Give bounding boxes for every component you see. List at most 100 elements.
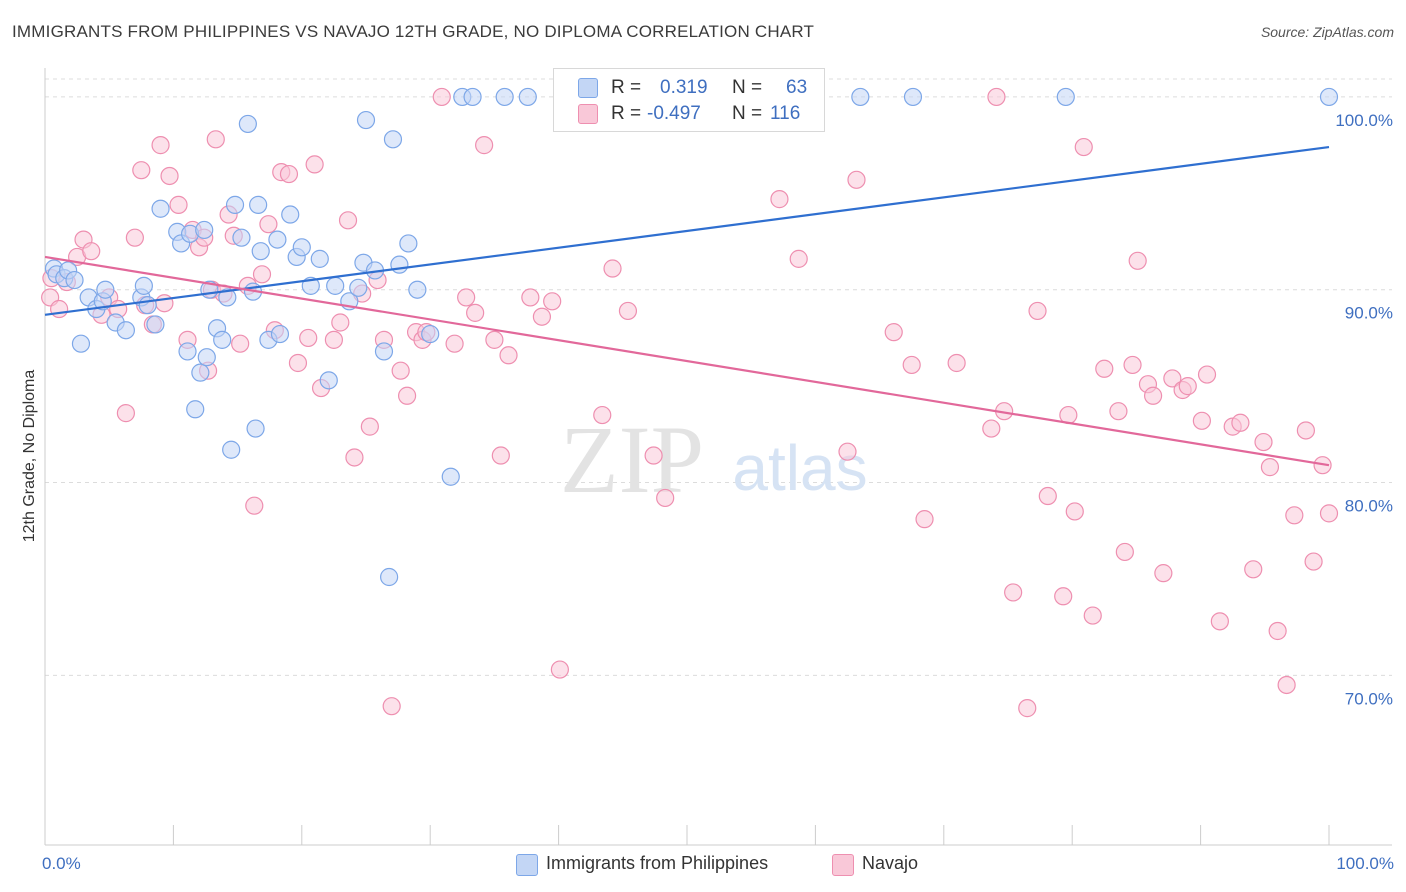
navajo-point xyxy=(345,448,364,467)
philippines-point xyxy=(408,280,427,299)
tick-labels: 70.0% 80.0% 90.0% 100.0% 0.0% 100.0% xyxy=(42,111,1394,873)
navajo-point xyxy=(543,292,562,311)
navajo-point xyxy=(656,488,675,508)
philippines-point xyxy=(399,234,418,253)
legend-swatch-philippines xyxy=(516,854,538,876)
navajo-point xyxy=(50,299,69,319)
correlation-stats-box: R = 0.319 N = 63 R = -0.497 N = 116 xyxy=(553,68,825,132)
navajo-point xyxy=(1038,486,1057,506)
navajo-point xyxy=(445,334,464,353)
philippines-point xyxy=(903,87,923,107)
philippines-point xyxy=(218,288,237,307)
philippines-point xyxy=(138,296,157,315)
navajo-point xyxy=(789,249,808,268)
philippines-point xyxy=(292,238,311,257)
philippines-point xyxy=(249,195,268,214)
axes xyxy=(44,68,1392,846)
navajo-point xyxy=(1285,506,1304,525)
philippines-point xyxy=(251,242,270,261)
philippines-point xyxy=(326,276,345,295)
philippines-point xyxy=(268,230,287,249)
navajo-point xyxy=(1074,137,1093,157)
philippines-point xyxy=(246,419,265,438)
stats-n-label: N = xyxy=(732,103,763,124)
philippines-point xyxy=(232,228,251,247)
y-tick-label: 90.0% xyxy=(1345,304,1393,323)
navajo-point xyxy=(902,355,921,375)
navajo-point xyxy=(1260,458,1280,477)
stats-r-value: -0.497 xyxy=(647,103,701,124)
navajo-point xyxy=(1143,386,1163,405)
chart-title: IMMIGRANTS FROM PHILIPPINES VS NAVAJO 12… xyxy=(12,22,815,41)
philippines-point xyxy=(390,255,409,274)
philippines-point xyxy=(463,87,482,107)
philippines-point xyxy=(178,342,197,361)
philippines-point xyxy=(851,87,870,107)
philippines-point xyxy=(151,199,170,218)
navajo-point xyxy=(1028,301,1047,321)
stats-r-label: R = xyxy=(611,103,642,124)
trend-line-navajo xyxy=(44,255,1330,467)
philippines-point xyxy=(222,440,241,459)
navajo-point xyxy=(305,155,324,174)
navajo-point xyxy=(1115,542,1134,562)
legend-label-navajo: Navajo xyxy=(862,853,919,873)
navajo-point xyxy=(1296,421,1315,440)
philippines-point xyxy=(356,110,376,130)
navajo-point xyxy=(1123,355,1142,375)
stats-n-value: 63 xyxy=(786,77,808,98)
philippines-point xyxy=(1056,87,1075,107)
navajo-point xyxy=(1268,621,1287,641)
navajo-point xyxy=(1277,675,1296,695)
philippines-point xyxy=(383,130,403,149)
stats-r-value: 0.319 xyxy=(660,77,708,98)
navajo-point xyxy=(391,361,410,380)
navajo-point xyxy=(324,330,343,349)
philippines-point xyxy=(374,342,394,361)
philippines-point xyxy=(197,348,216,367)
philippines-point xyxy=(225,195,245,214)
navajo-point xyxy=(1210,612,1229,631)
navajo-point xyxy=(1192,411,1211,430)
navajo-point xyxy=(116,404,135,423)
y-tick-label: 100.0% xyxy=(1335,111,1393,130)
philippines-point xyxy=(421,324,440,344)
navajo-point xyxy=(1083,606,1102,625)
navajo-point xyxy=(915,510,934,529)
navajo-point xyxy=(206,130,225,149)
navajo-point xyxy=(1163,369,1182,388)
x-tick-label: 100.0% xyxy=(1336,854,1394,873)
navajo-point xyxy=(603,259,622,278)
navajo-point xyxy=(338,211,358,230)
philippines-point xyxy=(134,276,153,295)
navajo-point xyxy=(1065,502,1084,521)
philippines-point xyxy=(186,400,205,419)
navajo-point xyxy=(884,323,903,342)
navajo-point xyxy=(279,164,299,184)
navajo-point xyxy=(252,265,272,284)
navajo-point xyxy=(245,496,264,515)
philippines-point xyxy=(238,114,257,134)
navajo-point xyxy=(475,136,494,155)
y-tick-label: 70.0% xyxy=(1345,689,1393,708)
navajo-point xyxy=(360,417,379,436)
philippines-point xyxy=(96,280,115,299)
navajo-point xyxy=(155,294,174,313)
philippines-point xyxy=(518,87,537,107)
trend-line-philippines xyxy=(44,145,1330,316)
navajo-point xyxy=(132,161,151,180)
navajo-point xyxy=(1304,552,1323,571)
source-credit: Source: ZipAtlas.com xyxy=(1260,24,1394,40)
stats-r-label: R = xyxy=(611,77,642,98)
navajo-point xyxy=(299,328,318,348)
philippines-point xyxy=(270,324,290,344)
watermark-zip: ZIP xyxy=(560,406,704,513)
x-tick-label: 0.0% xyxy=(42,854,81,873)
navajo-point xyxy=(550,660,569,679)
philippines-point xyxy=(191,363,210,382)
stats-n-label: N = xyxy=(732,77,763,98)
navajo-point xyxy=(593,405,612,425)
stats-n-value: 116 xyxy=(770,103,801,124)
navajo-point xyxy=(770,190,789,209)
